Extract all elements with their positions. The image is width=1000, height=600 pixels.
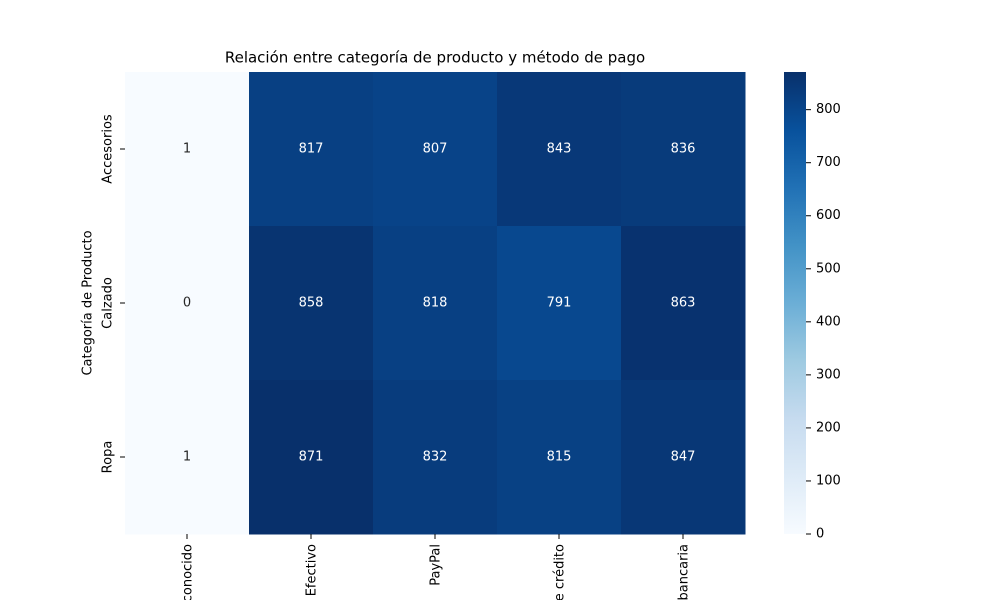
cell-label: 832	[423, 450, 448, 465]
chart-title: Relación entre categoría de producto y m…	[225, 49, 645, 67]
cell-label: 836	[671, 142, 696, 157]
cell-label: 843	[547, 142, 572, 157]
colorbar-tick-label: 500	[816, 261, 841, 276]
colorbar-tick-label: 600	[816, 208, 841, 223]
x-tick-label: Transferencia bancaria	[677, 544, 692, 600]
heatmap-cell	[497, 226, 622, 381]
heatmap-cell	[497, 72, 622, 227]
heatmap-cell	[621, 380, 746, 535]
heatmap-cell	[249, 226, 374, 381]
x-tick-label: Tarjeta de crédito	[553, 544, 568, 600]
heatmap-cell	[249, 72, 374, 227]
cell-label: 817	[299, 142, 324, 157]
x-tick-label: Efectivo	[305, 544, 320, 596]
colorbar-tick-label: 0	[816, 527, 824, 542]
y-tick-label: Accesorios	[101, 114, 116, 184]
heatmap-cell	[125, 226, 250, 381]
cell-label: 807	[423, 142, 448, 157]
heatmap-cell	[249, 380, 374, 535]
colorbar	[784, 72, 806, 534]
cell-label: 847	[671, 450, 696, 465]
cell-label: 1	[183, 450, 191, 465]
heatmap-cell	[497, 380, 622, 535]
cell-label: 0	[183, 296, 191, 311]
cell-label: 863	[671, 296, 696, 311]
cell-label: 858	[299, 296, 324, 311]
heatmap-cell	[125, 72, 250, 227]
heatmap-cell	[373, 380, 498, 535]
colorbar-tick-label: 800	[816, 102, 841, 117]
cell-label: 791	[547, 296, 572, 311]
heatmap-cell	[373, 72, 498, 227]
y-tick-label: Calzado	[101, 277, 116, 329]
heatmap-cell	[621, 72, 746, 227]
cell-label: 818	[423, 296, 448, 311]
colorbar-tick-label: 400	[816, 314, 841, 329]
y-axis-label: Categoría de Producto	[81, 230, 96, 375]
colorbar-tick-label: 300	[816, 367, 841, 382]
x-tick-label: Desconocido	[181, 544, 196, 600]
heatmap-cell	[621, 226, 746, 381]
heatmap-cell	[373, 226, 498, 381]
cell-label: 871	[299, 450, 324, 465]
x-tick-label: PayPal	[429, 544, 444, 586]
colorbar-tick-label: 700	[816, 155, 841, 170]
y-tick-label: Ropa	[101, 441, 116, 474]
heatmap-cell	[125, 380, 250, 535]
cell-label: 815	[547, 450, 572, 465]
cell-label: 1	[183, 142, 191, 157]
colorbar-tick-label: 100	[816, 473, 841, 488]
colorbar-tick-label: 200	[816, 420, 841, 435]
